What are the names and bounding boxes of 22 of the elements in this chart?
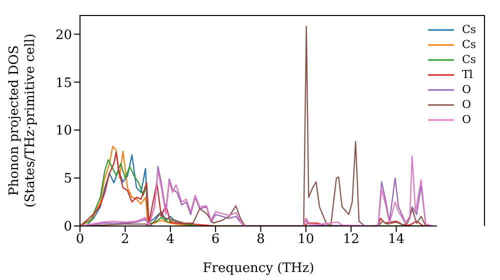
legend-label: O — [462, 82, 471, 97]
legend-label: Tl — [462, 67, 473, 82]
x-tick-label: 14 — [388, 232, 405, 248]
legend-label: Cs — [462, 37, 476, 52]
x-tick-label: 0 — [76, 232, 84, 248]
legend-label: O — [462, 112, 471, 127]
x-tick-label: 4 — [166, 232, 175, 248]
legend-label: O — [462, 97, 471, 112]
x-axis-title: Frequency (THz) — [202, 261, 314, 276]
y-tick-label: 5 — [64, 172, 72, 187]
y-tick-label: 10 — [55, 124, 72, 139]
x-tick-label: 6 — [211, 232, 220, 248]
x-tick-label: 10 — [298, 232, 314, 248]
x-tick-label: 12 — [342, 232, 360, 248]
y-axis-title: Phonon projected DOS (States/THz·primitive cell) — [7, 33, 38, 208]
legend-label: Cs — [462, 22, 476, 37]
x-tick-label: 2 — [121, 232, 130, 248]
x-tick-label: 8 — [256, 232, 265, 248]
legend-label: Cs — [462, 52, 476, 67]
y-tick-label: 0 — [64, 220, 72, 235]
y-tick-label: 15 — [55, 76, 72, 91]
y-tick-label: 20 — [55, 28, 72, 43]
